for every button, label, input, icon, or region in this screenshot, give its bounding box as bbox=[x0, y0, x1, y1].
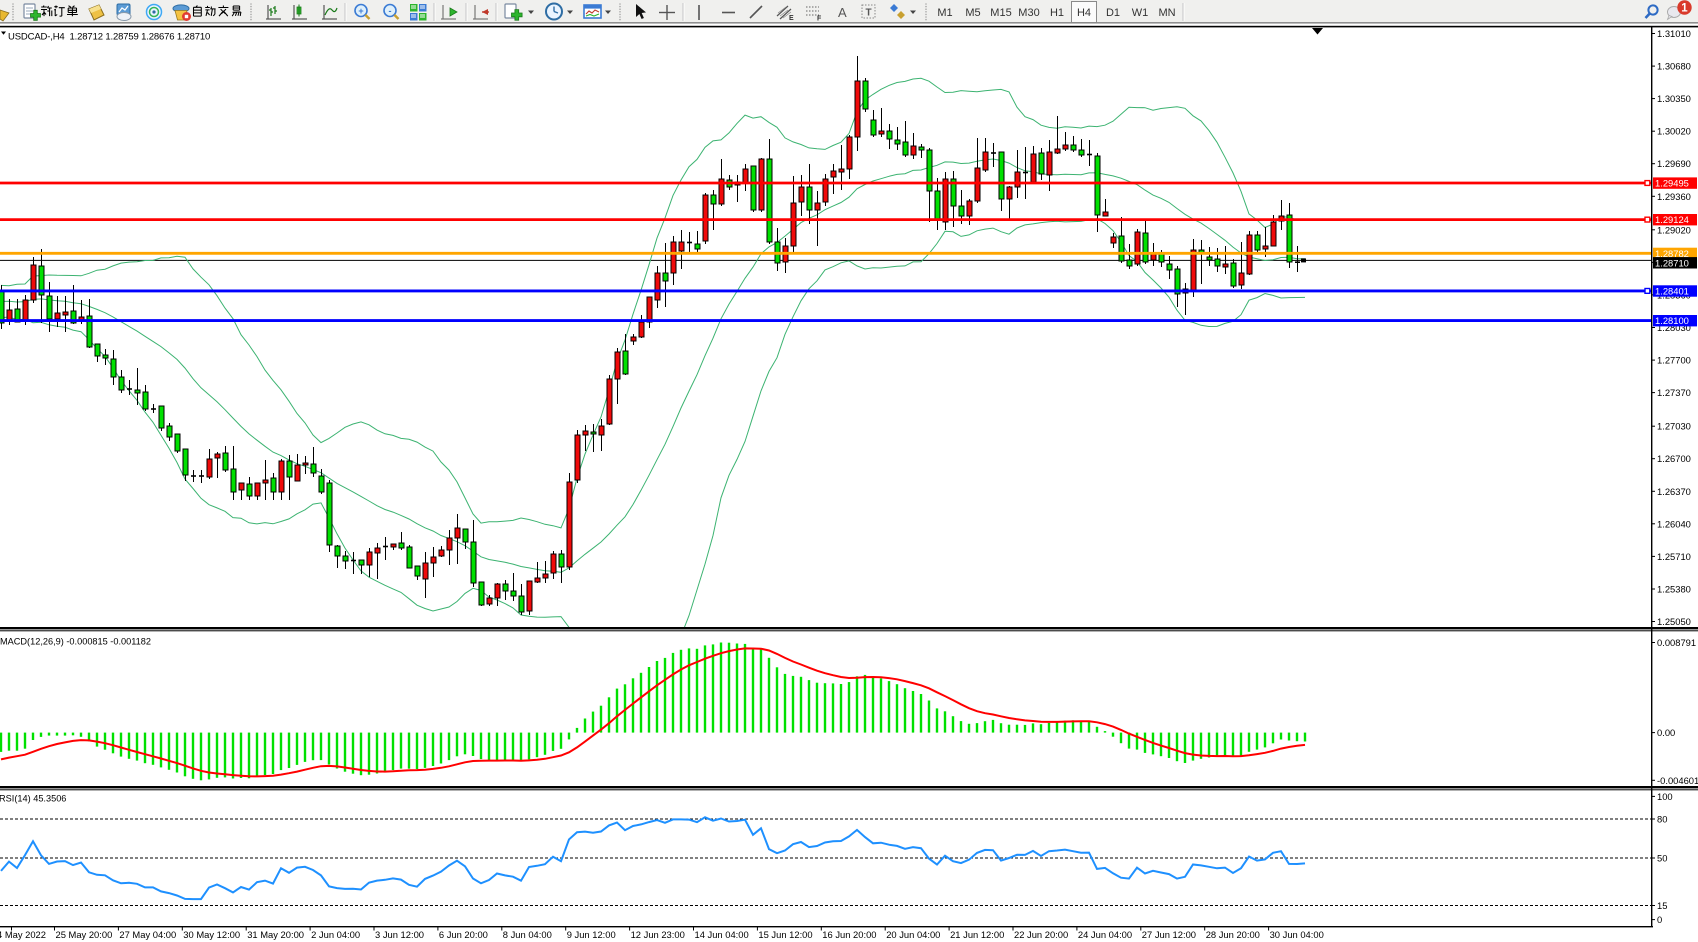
svg-text:1.30680: 1.30680 bbox=[1657, 61, 1691, 72]
svg-text:1.27030: 1.27030 bbox=[1657, 421, 1691, 432]
svg-text:0: 0 bbox=[1657, 914, 1662, 925]
svg-text:H1: H1 bbox=[1050, 7, 1064, 19]
svg-text:F: F bbox=[817, 16, 822, 23]
svg-text:-0.004601: -0.004601 bbox=[1657, 775, 1698, 786]
svg-text:1: 1 bbox=[1681, 3, 1688, 15]
svg-text:3 Jun 12:00: 3 Jun 12:00 bbox=[375, 929, 424, 940]
svg-text:0.00: 0.00 bbox=[1657, 727, 1675, 738]
svg-text:1.29495: 1.29495 bbox=[1655, 178, 1689, 189]
svg-text:1.26700: 1.26700 bbox=[1657, 453, 1691, 464]
svg-text:M30: M30 bbox=[1018, 7, 1039, 19]
svg-text:1.30350: 1.30350 bbox=[1657, 93, 1691, 104]
svg-text:MACD(12,26,9) -0.000815 -0.001: MACD(12,26,9) -0.000815 -0.001182 bbox=[0, 637, 151, 647]
svg-text:E: E bbox=[789, 15, 794, 22]
svg-text:-: - bbox=[389, 6, 392, 16]
svg-text:1.28710: 1.28710 bbox=[1655, 257, 1689, 268]
svg-text:RSI(14) 45.3506: RSI(14) 45.3506 bbox=[0, 794, 66, 804]
svg-text:16 Jun 20:00: 16 Jun 20:00 bbox=[822, 929, 876, 940]
svg-text:22 Jun 20:00: 22 Jun 20:00 bbox=[1014, 929, 1068, 940]
svg-text:H4: H4 bbox=[1077, 7, 1091, 19]
svg-text:100: 100 bbox=[1657, 791, 1673, 802]
svg-text:1.28401: 1.28401 bbox=[1655, 286, 1689, 297]
svg-text:50: 50 bbox=[1657, 853, 1667, 864]
svg-text:1.25380: 1.25380 bbox=[1657, 584, 1691, 595]
svg-text:80: 80 bbox=[1657, 814, 1667, 825]
svg-text:1.26040: 1.26040 bbox=[1657, 518, 1691, 529]
svg-text:1.26370: 1.26370 bbox=[1657, 486, 1691, 497]
svg-text:M5: M5 bbox=[965, 7, 980, 19]
svg-text:28 Jun 20:00: 28 Jun 20:00 bbox=[1206, 929, 1260, 940]
svg-text:1.30020: 1.30020 bbox=[1657, 126, 1691, 137]
svg-text:8 Jun 04:00: 8 Jun 04:00 bbox=[503, 929, 552, 940]
svg-text:USDCAD-,H4 1.28712 1.28759 1.: USDCAD-,H4 1.28712 1.28759 1.28676 1.287… bbox=[8, 32, 210, 43]
svg-text:A: A bbox=[838, 5, 847, 20]
svg-text:25 May 20:00: 25 May 20:00 bbox=[56, 929, 113, 940]
svg-text:21 Jun 12:00: 21 Jun 12:00 bbox=[950, 929, 1004, 940]
svg-text:1.29124: 1.29124 bbox=[1655, 214, 1689, 225]
svg-text:1.29360: 1.29360 bbox=[1657, 191, 1691, 202]
svg-text:T: T bbox=[866, 8, 872, 19]
svg-text:30 May 12:00: 30 May 12:00 bbox=[183, 929, 240, 940]
svg-text:1.27370: 1.27370 bbox=[1657, 387, 1691, 398]
svg-text:1.28782: 1.28782 bbox=[1655, 248, 1689, 259]
svg-text:2 Jun 04:00: 2 Jun 04:00 bbox=[311, 929, 360, 940]
svg-text:24 Jun 04:00: 24 Jun 04:00 bbox=[1078, 929, 1132, 940]
svg-text:15: 15 bbox=[1657, 900, 1667, 911]
svg-text:27 May 04:00: 27 May 04:00 bbox=[119, 929, 176, 940]
svg-text:MN: MN bbox=[1158, 7, 1175, 19]
svg-text:1.27700: 1.27700 bbox=[1657, 355, 1691, 366]
svg-text:+: + bbox=[358, 6, 363, 16]
svg-text:D1: D1 bbox=[1106, 7, 1120, 19]
svg-text:1.29690: 1.29690 bbox=[1657, 158, 1691, 169]
svg-text:30 Jun 04:00: 30 Jun 04:00 bbox=[1270, 929, 1324, 940]
svg-text:15 Jun 12:00: 15 Jun 12:00 bbox=[758, 929, 812, 940]
svg-text:4 May 2022: 4 May 2022 bbox=[0, 929, 46, 940]
svg-text:9 Jun 12:00: 9 Jun 12:00 bbox=[567, 929, 616, 940]
svg-text:20 Jun 04:00: 20 Jun 04:00 bbox=[886, 929, 940, 940]
svg-text:1.29020: 1.29020 bbox=[1657, 224, 1691, 235]
svg-text:W1: W1 bbox=[1132, 7, 1149, 19]
svg-text:1.28030: 1.28030 bbox=[1657, 322, 1691, 333]
svg-text:1.31010: 1.31010 bbox=[1657, 28, 1691, 39]
svg-text:27 Jun 12:00: 27 Jun 12:00 bbox=[1142, 929, 1196, 940]
svg-text:M1: M1 bbox=[937, 7, 952, 19]
svg-text:M15: M15 bbox=[990, 7, 1011, 19]
svg-text:1.28100: 1.28100 bbox=[1655, 315, 1689, 326]
svg-text:0.008791: 0.008791 bbox=[1657, 637, 1696, 648]
svg-text:14 Jun 04:00: 14 Jun 04:00 bbox=[695, 929, 749, 940]
svg-text:1.25710: 1.25710 bbox=[1657, 551, 1691, 562]
svg-text:1.25050: 1.25050 bbox=[1657, 616, 1691, 627]
svg-text:6 Jun 20:00: 6 Jun 20:00 bbox=[439, 929, 488, 940]
svg-text:12 Jun 23:00: 12 Jun 23:00 bbox=[631, 929, 685, 940]
svg-text:31 May 20:00: 31 May 20:00 bbox=[247, 929, 304, 940]
